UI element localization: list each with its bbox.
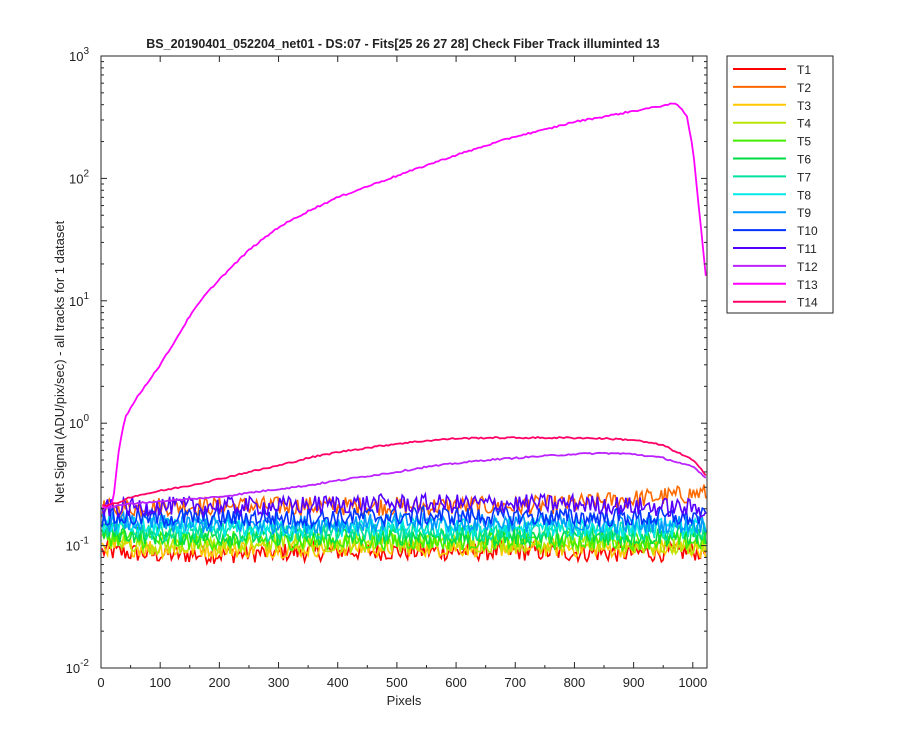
legend-label: T4 (797, 117, 811, 131)
x-tick-label: 400 (327, 675, 349, 690)
legend-box (726, 55, 834, 314)
legend-label: T5 (797, 135, 811, 149)
series-line-t12 (101, 451, 707, 510)
x-tick-label: 300 (268, 675, 290, 690)
legend: T1 T2 T3 T4 T5 T6 T7 T8 T9 T10 T11 T12 T13 T14 (726, 55, 834, 314)
series-line-t13 (101, 102, 707, 510)
x-tick-label: 500 (386, 675, 408, 690)
y-tick-base: 10 (69, 416, 83, 431)
x-tick-label: 800 (564, 675, 586, 690)
legend-label: T1 (797, 63, 811, 77)
x-tick-label: 0 (97, 675, 104, 690)
plot-background (101, 56, 707, 668)
y-tick-base: 10 (69, 49, 83, 64)
plot-frame (100, 55, 708, 669)
series-layer (101, 102, 707, 567)
y-tick-base: 10 (69, 171, 83, 186)
x-tick-label: 600 (445, 675, 467, 690)
series-line-t11 (101, 491, 707, 519)
x-axis: 0 100 200 300 400 500 600 700 800 900 1000 (97, 56, 707, 690)
y-tick-exponent: 3 (83, 46, 89, 57)
series-line-t14 (102, 436, 707, 507)
y-tick-label: 100 (69, 413, 89, 431)
y-axis-label: Net Signal (ADU/pix/sec) - all tracks fo… (52, 220, 67, 503)
y-tick-exponent: -1 (80, 536, 89, 547)
x-tick-label: 200 (209, 675, 231, 690)
legend-label: T10 (797, 224, 818, 238)
legend-label: T2 (797, 81, 811, 95)
y-tick-label: 10-2 (66, 658, 90, 676)
x-tick-label: 900 (623, 675, 645, 690)
x-tick-label: 100 (149, 675, 171, 690)
y-tick-exponent: -2 (80, 658, 89, 669)
chart-title: BS_20190401_052204_net01 - DS:07 - Fits[… (146, 37, 660, 51)
legend-label: T6 (797, 153, 811, 167)
y-tick-base: 10 (69, 294, 83, 309)
legend-label: T12 (797, 260, 818, 274)
legend-label: T8 (797, 188, 811, 202)
y-tick-label: 101 (69, 291, 89, 309)
y-tick-exponent: 1 (83, 291, 89, 302)
y-tick-base: 10 (66, 661, 80, 676)
y-tick-label: 10-1 (66, 536, 90, 554)
x-axis-label: Pixels (387, 693, 422, 708)
legend-label: T3 (797, 99, 811, 113)
y-tick-exponent: 0 (83, 413, 89, 424)
legend-label: T9 (797, 206, 811, 220)
y-tick-exponent: 2 (83, 168, 89, 179)
plot-area (101, 56, 707, 668)
series-line-t8 (101, 514, 707, 540)
y-tick-base: 10 (66, 539, 80, 554)
y-tick-label: 102 (69, 168, 89, 186)
legend-label: T11 (797, 242, 817, 256)
x-tick-label: 700 (504, 675, 526, 690)
x-tick-label: 1000 (678, 675, 707, 690)
legend-label: T13 (797, 278, 818, 292)
y-tick-label: 103 (69, 46, 89, 64)
series-line-t10 (101, 504, 707, 530)
legend-label: T7 (797, 170, 811, 184)
legend-label: T14 (797, 296, 818, 310)
